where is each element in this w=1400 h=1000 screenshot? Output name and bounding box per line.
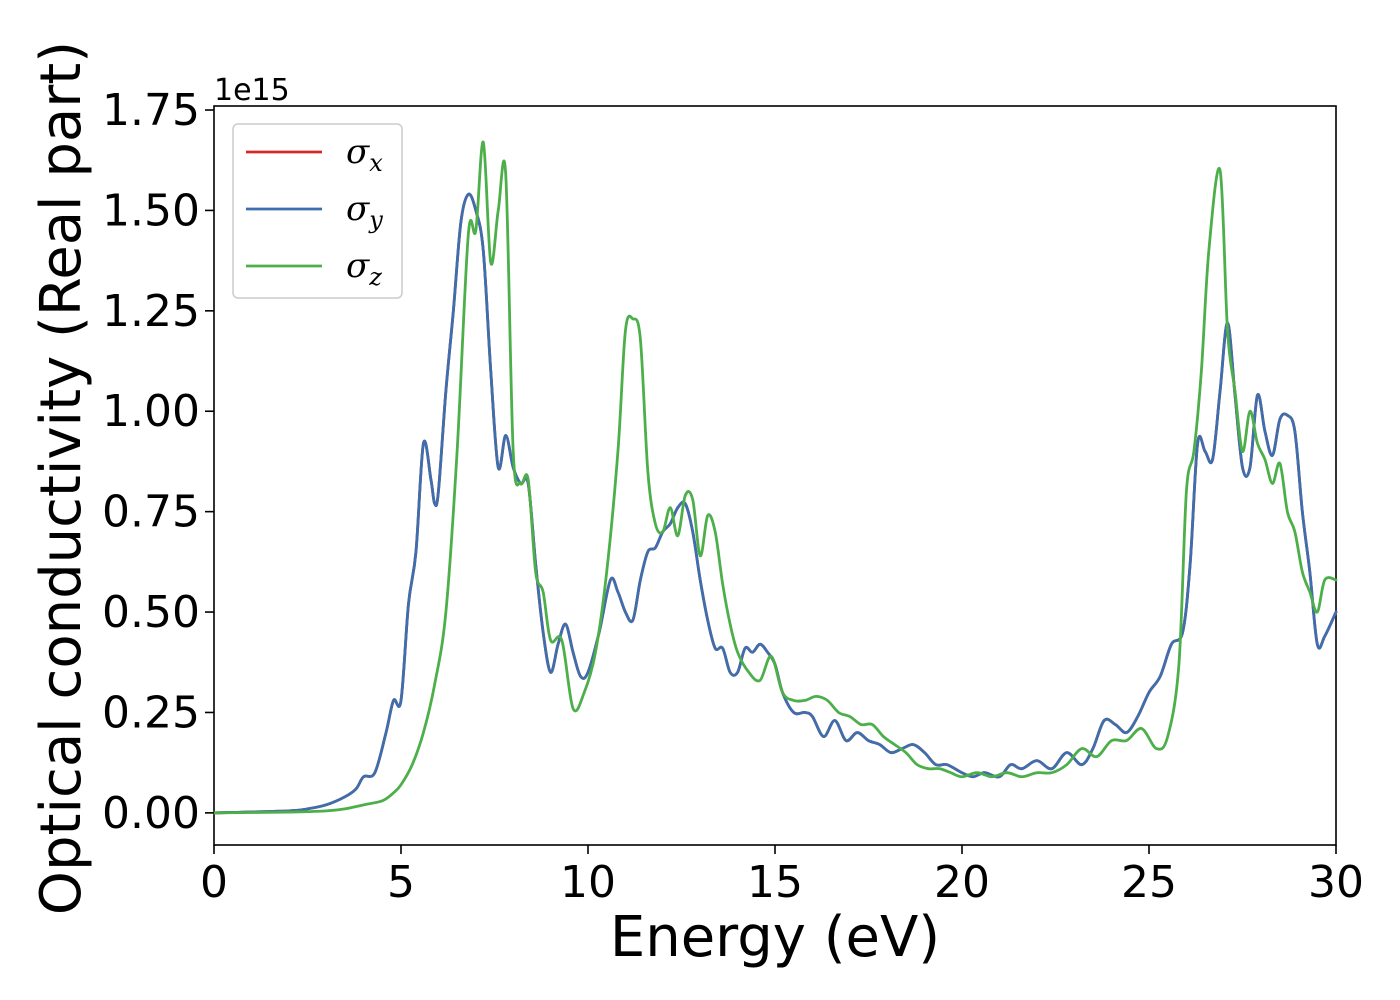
x-axis-ticks: 0 5 10 15 20 25 30 xyxy=(200,845,1364,908)
y-tick-label: 1.25 xyxy=(102,286,200,337)
x-tick-label: 5 xyxy=(387,857,415,908)
x-tick-label: 10 xyxy=(560,857,616,908)
y-axis-ticks: 0.00 0.25 0.50 0.75 1.00 1.25 1.50 1.75 xyxy=(102,85,214,839)
y-offset-label: 1e15 xyxy=(214,73,290,108)
y-tick-label: 1.75 xyxy=(102,85,200,136)
series-line-z xyxy=(212,140,1338,815)
legend: σx σy σz xyxy=(232,123,403,299)
series-line-y xyxy=(212,192,1338,815)
x-tick-label: 15 xyxy=(747,857,803,908)
series-layer xyxy=(212,140,1338,815)
y-tick-label: 0.00 xyxy=(102,788,200,839)
x-tick-label: 25 xyxy=(1121,857,1177,908)
y-tick-label: 0.25 xyxy=(102,687,200,738)
y-tick-label: 1.50 xyxy=(102,185,200,236)
y-tick-label: 1.00 xyxy=(102,386,200,437)
legend-box xyxy=(232,123,403,299)
x-tick-label: 0 xyxy=(200,857,228,908)
x-tick-label: 20 xyxy=(934,857,990,908)
y-tick-label: 0.50 xyxy=(102,587,200,638)
y-tick-label: 0.75 xyxy=(102,487,200,538)
x-axis-title: Energy (eV) xyxy=(610,905,940,970)
legend-label-y: σy xyxy=(346,189,383,234)
x-tick-label: 30 xyxy=(1308,857,1364,908)
legend-label-z: σz xyxy=(346,246,382,291)
legend-label-x: σx xyxy=(346,132,383,177)
y-axis-title: Optical conductivity (Real part) xyxy=(29,41,94,915)
legend-items: σx σy σz xyxy=(246,132,383,291)
